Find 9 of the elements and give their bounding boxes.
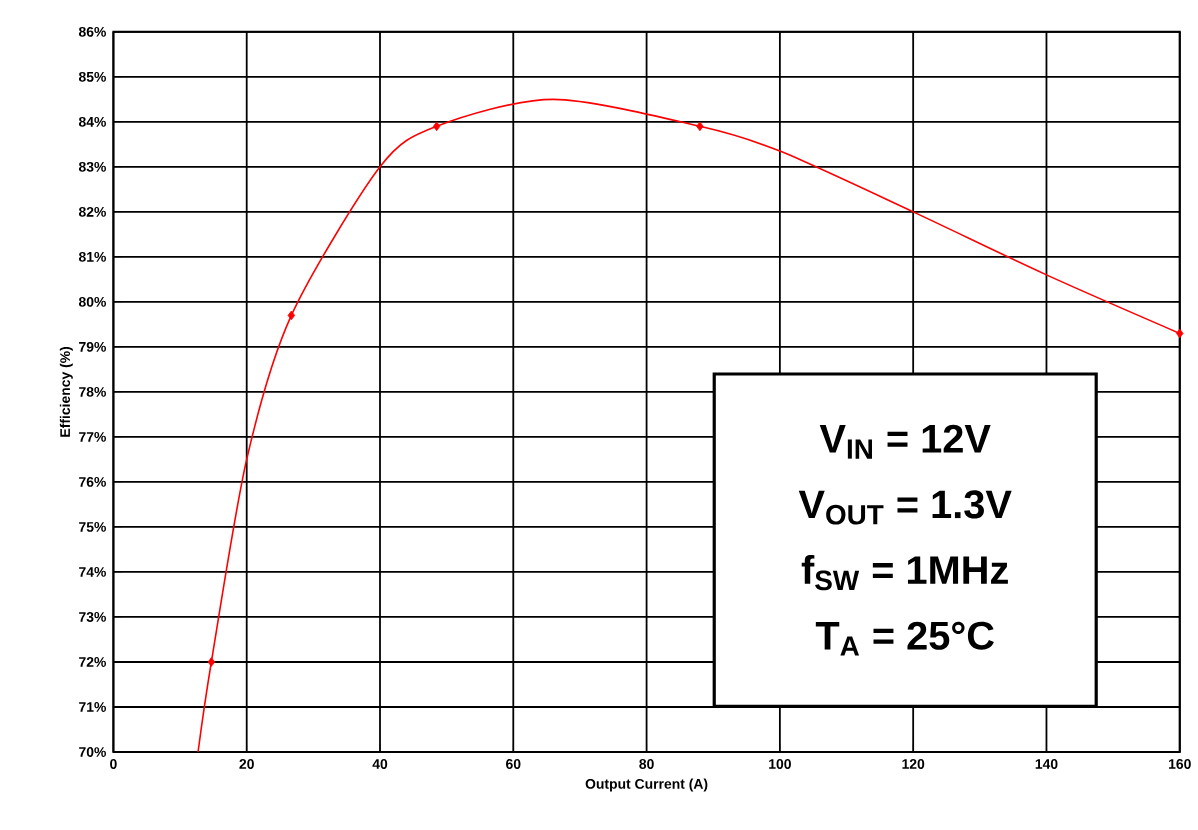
annotation: V$_{OUT}$ = 1.3V — [798, 490, 1012, 525]
point — [287, 310, 296, 321]
annotation: T$_{A}$ = 25°C — [815, 621, 994, 656]
point — [1176, 328, 1184, 339]
point — [207, 657, 216, 667]
point — [696, 121, 704, 132]
annotation: V$_{IN}$ = 12V — [819, 424, 991, 459]
point — [432, 121, 441, 132]
annotation: f$_{SW}$ = 1MHz — [801, 555, 1008, 591]
